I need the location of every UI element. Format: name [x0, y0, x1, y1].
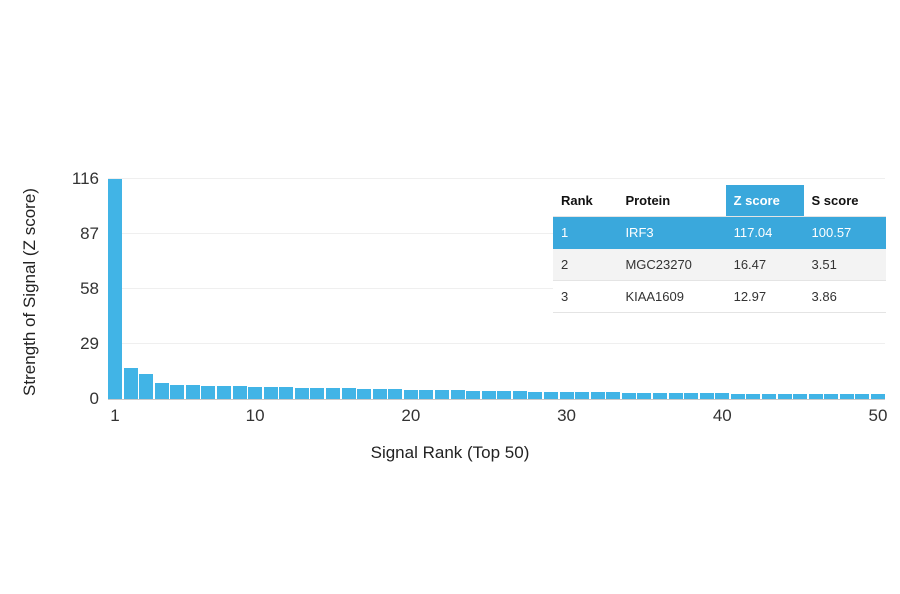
gridlines-layer [108, 178, 885, 399]
gridline-116 [108, 178, 885, 179]
bar-rank-8 [217, 386, 231, 399]
bar-rank-10 [248, 386, 263, 399]
y-tick-116: 116 [71, 169, 99, 188]
bar-rank-21 [419, 389, 434, 399]
y-tick-58: 58 [80, 279, 99, 298]
header-z-score: Z score [725, 185, 804, 217]
cell-protein: IRF3 [617, 216, 726, 249]
y-tick-0: 0 [89, 389, 99, 408]
gridline-87 [108, 233, 885, 234]
cell-rank: 2 [553, 248, 618, 281]
bar-rank-30 [559, 391, 574, 399]
bar-rank-49 [855, 394, 870, 399]
header-protein: Protein [617, 185, 726, 217]
bar-rank-36 [653, 392, 667, 399]
bar-rank-38 [684, 393, 699, 399]
x-tick-20: 20 [401, 406, 421, 425]
x-tick-10: 10 [245, 406, 265, 425]
x-axis-label: Signal Rank (Top 50) [370, 443, 530, 462]
cell-s-score: 100.57 [803, 216, 886, 249]
top-proteins-table: Rank Protein Z score S score 1 IRF3 117.… [553, 185, 886, 313]
bar-rank-24 [466, 390, 481, 399]
bar-rank-43 [762, 393, 776, 399]
bar-rank-50 [871, 394, 885, 399]
bar-rank-45 [793, 393, 808, 399]
bar-rank-29 [544, 391, 558, 399]
bar-rank-47 [824, 394, 839, 399]
bar-rank-42 [746, 393, 761, 399]
cell-z-score: 12.97 [725, 280, 804, 313]
cell-z-score: 16.47 [725, 248, 804, 281]
bar-rank-11 [263, 387, 278, 399]
bar-rank-18 [372, 388, 387, 399]
plot-area [108, 178, 885, 400]
bar-rank-46 [808, 393, 823, 399]
cell-s-score: 3.51 [803, 248, 886, 281]
table-row-irf3: 1 IRF3 117.04 100.57 [553, 216, 886, 249]
bar-rank-40 [715, 393, 730, 399]
bar-rank-4 [154, 383, 169, 399]
cell-z-score: 117.04 [725, 216, 804, 249]
x-tick-30: 30 [557, 406, 577, 425]
bar-rank-3 [139, 374, 154, 399]
bar-rank-32 [590, 392, 605, 399]
cell-s-score: 3.86 [803, 280, 886, 313]
bar-rank-23 [450, 390, 465, 399]
y-tick-87: 87 [80, 224, 99, 243]
bar-rank-37 [668, 392, 683, 399]
table-header-row: Rank Protein Z score S score [553, 185, 886, 217]
bar-rank-28 [528, 391, 543, 399]
x-tick-40: 40 [712, 406, 732, 425]
bar-rank-2 [123, 367, 138, 399]
bar-rank-1 [108, 179, 122, 399]
bar-rank-31 [575, 392, 590, 399]
bar-rank-33 [606, 392, 621, 399]
bars-layer [108, 179, 885, 399]
bar-rank-41 [730, 393, 745, 399]
bar-rank-9 [232, 386, 247, 399]
bar-rank-20 [403, 389, 418, 399]
bar-rank-17 [357, 388, 372, 399]
bar-rank-25 [481, 390, 496, 399]
bar-rank-14 [310, 387, 325, 399]
bar-rank-13 [294, 387, 309, 399]
bar-rank-26 [497, 391, 512, 399]
gridline-29 [108, 343, 885, 344]
bar-rank-7 [201, 385, 216, 399]
bar-rank-27 [512, 391, 527, 399]
table-row-mgc23270: 2 MGC23270 16.47 3.51 [553, 248, 886, 281]
bar-rank-48 [839, 394, 854, 399]
bar-rank-15 [326, 388, 340, 399]
bar-rank-34 [621, 392, 636, 399]
x-tick-50: 50 [868, 406, 888, 425]
cell-protein: KIAA1609 [617, 280, 726, 313]
bar-rank-39 [699, 393, 714, 399]
header-rank: Rank [553, 185, 618, 217]
cell-protein: MGC23270 [617, 248, 726, 281]
x-axis-ticks: 1 10 20 30 40 50 [108, 406, 888, 428]
x-tick-1: 1 [110, 406, 120, 425]
bar-rank-19 [388, 389, 403, 399]
table-row-kiaa1609: 3 KIAA1609 12.97 3.86 [553, 280, 886, 313]
bar-rank-35 [637, 392, 652, 399]
bar-rank-5 [170, 384, 185, 399]
bar-rank-44 [777, 393, 792, 399]
cell-rank: 1 [553, 216, 618, 249]
cell-rank: 3 [553, 280, 618, 313]
bar-rank-22 [435, 390, 449, 399]
header-s-score: S score [803, 185, 886, 217]
bar-rank-12 [279, 387, 294, 399]
bar-rank-16 [341, 388, 356, 399]
y-tick-29: 29 [80, 334, 99, 353]
bar-rank-6 [185, 385, 200, 399]
gridline-58 [108, 288, 885, 289]
y-axis-ticks: 0 29 58 87 116 [0, 169, 99, 408]
